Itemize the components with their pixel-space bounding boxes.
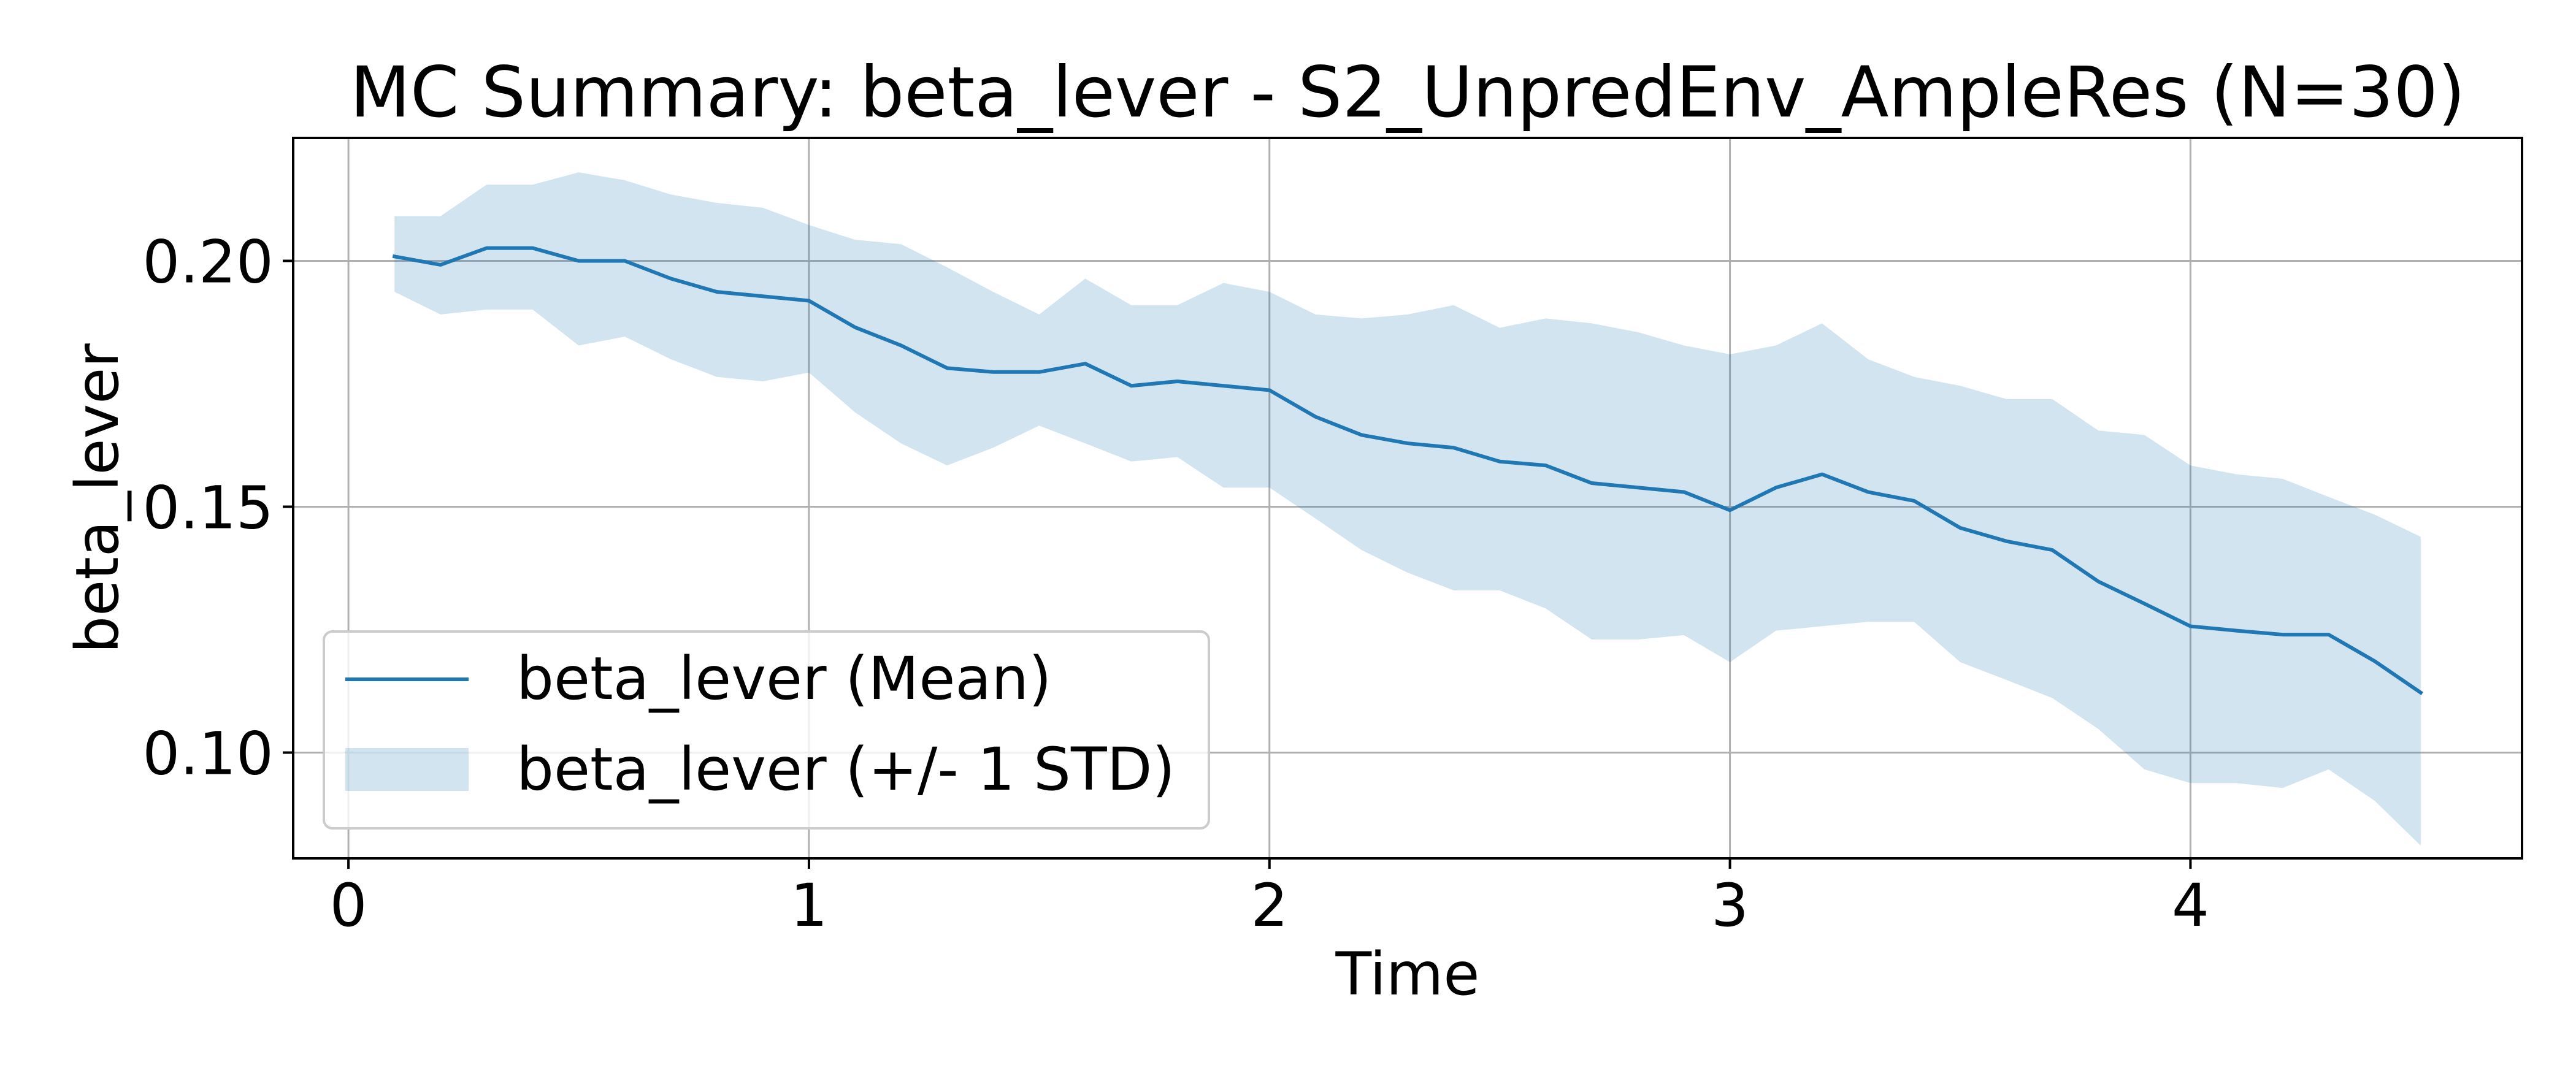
legend-std-label: beta_lever (+/- 1 STD) bbox=[516, 735, 1175, 804]
mean-line bbox=[392, 246, 2423, 695]
y-tick-label: 0.10 bbox=[142, 720, 274, 788]
x-tick-label: 0 bbox=[330, 871, 367, 940]
x-tick-label: 3 bbox=[1711, 871, 1749, 940]
x-tick-label: 4 bbox=[2172, 871, 2209, 940]
x-axis-label: Time bbox=[1335, 940, 1480, 1009]
plot-area-frame bbox=[292, 137, 2523, 860]
tick-layer: 0 1 2 3 4 0.10 0.15 0.20 bbox=[142, 228, 2209, 940]
x-tick-label: 2 bbox=[1251, 871, 1288, 940]
legend-mean-label: beta_lever (Mean) bbox=[516, 644, 1052, 713]
legend: beta_lever (Mean) beta_lever (+/- 1 STD) bbox=[323, 630, 1210, 830]
y-axis-label: beta_lever bbox=[63, 343, 132, 654]
legend-box bbox=[323, 630, 1210, 830]
std-band-area bbox=[394, 172, 2421, 846]
legend-std-swatch bbox=[345, 748, 469, 791]
grid-layer bbox=[293, 138, 2522, 858]
std-band-layer bbox=[394, 172, 2421, 846]
mean-line-layer bbox=[392, 246, 2423, 695]
y-tick-label: 0.20 bbox=[142, 228, 274, 297]
x-tick-label: 1 bbox=[790, 871, 827, 940]
y-tick-label: 0.15 bbox=[142, 474, 274, 543]
chart-title: MC Summary: beta_lever - S2_UnpredEnv_Am… bbox=[350, 52, 2466, 133]
